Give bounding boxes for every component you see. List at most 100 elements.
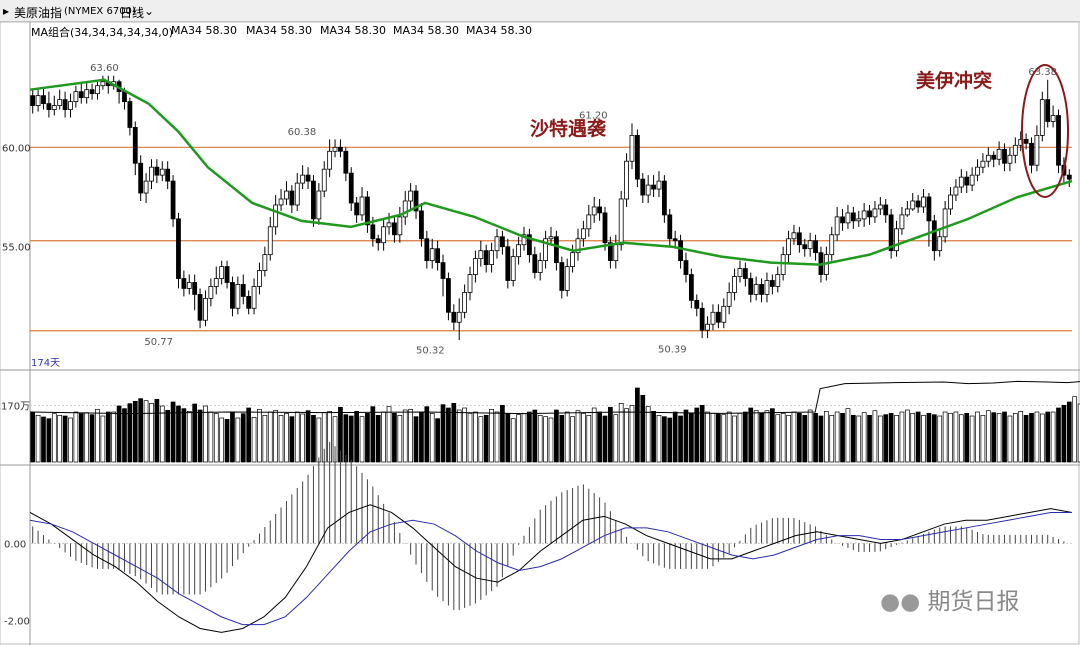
candle-body bbox=[564, 266, 570, 291]
candle-body bbox=[424, 238, 430, 262]
volume-bar bbox=[942, 411, 948, 463]
volume-bar bbox=[716, 413, 721, 463]
volume-bar bbox=[829, 414, 835, 463]
volume-bar bbox=[316, 417, 322, 463]
candle-body bbox=[46, 103, 52, 110]
candle-body bbox=[51, 105, 57, 110]
menu-arrow-icon[interactable]: ▸ bbox=[3, 4, 10, 18]
volume-bar bbox=[705, 411, 710, 463]
candle-body bbox=[856, 218, 862, 222]
volume-bar bbox=[904, 409, 910, 463]
volume-bar bbox=[230, 411, 235, 463]
volume-bar bbox=[532, 409, 538, 463]
volume-bar bbox=[743, 411, 748, 463]
volume-bar bbox=[149, 402, 154, 463]
candle-body bbox=[251, 286, 257, 309]
price-extreme-label: 50.32 bbox=[416, 346, 445, 357]
y-tick-label: 55.00 bbox=[2, 243, 31, 254]
volume-bar bbox=[564, 411, 570, 463]
candle-body bbox=[597, 206, 602, 214]
price-extreme-label: 61.20 bbox=[579, 110, 608, 121]
volume-bar bbox=[375, 414, 381, 463]
volume-bar bbox=[289, 416, 295, 463]
volume-bar bbox=[359, 416, 365, 463]
candle-body bbox=[786, 238, 791, 256]
volume-bar bbox=[365, 412, 370, 463]
candle-body bbox=[505, 246, 511, 281]
volume-bar bbox=[689, 412, 694, 463]
candle-body bbox=[958, 176, 964, 188]
candle-body bbox=[343, 150, 349, 174]
candle-body bbox=[41, 95, 46, 104]
volume-bar bbox=[95, 408, 100, 463]
candle-body bbox=[478, 250, 484, 260]
volume-bar bbox=[1066, 401, 1072, 463]
volume-bar bbox=[451, 402, 457, 463]
ma-legend-combo: MA组合(34,34,34,34,34,0) bbox=[31, 26, 174, 39]
volume-bar bbox=[1002, 411, 1007, 463]
candle-body bbox=[294, 182, 300, 206]
volume-bar bbox=[613, 414, 619, 463]
candle-body bbox=[143, 180, 149, 194]
candle-body bbox=[678, 240, 683, 262]
candle-body bbox=[311, 180, 316, 220]
volume-bar bbox=[132, 400, 138, 463]
candle-body bbox=[89, 89, 95, 95]
volume-bar bbox=[877, 415, 883, 463]
candle-body bbox=[284, 190, 289, 200]
volume-bar bbox=[348, 415, 354, 463]
volume-bar bbox=[602, 415, 608, 463]
candle-body bbox=[791, 232, 797, 240]
candle-body bbox=[888, 214, 894, 252]
candle-body bbox=[775, 274, 781, 287]
volume-bar bbox=[267, 411, 273, 463]
volume-bar bbox=[759, 412, 764, 463]
candle-body bbox=[532, 254, 538, 273]
volume-bar bbox=[926, 412, 932, 463]
candle-body bbox=[915, 200, 921, 208]
volume-bar bbox=[483, 414, 489, 463]
price-extreme-label: 60.38 bbox=[288, 127, 317, 138]
candle-body bbox=[100, 81, 106, 87]
period-selector[interactable]: 日线 bbox=[120, 6, 145, 20]
volume-bar bbox=[208, 411, 214, 463]
macd-dea-line bbox=[29, 511, 1072, 626]
volume-bar bbox=[921, 414, 926, 463]
volume-bar bbox=[527, 411, 532, 463]
volume-bar bbox=[554, 409, 559, 463]
candle-body bbox=[213, 278, 219, 287]
candle-body bbox=[629, 134, 635, 162]
volume-bar bbox=[840, 412, 845, 463]
volume-bar bbox=[597, 411, 602, 463]
candle-body bbox=[170, 180, 176, 220]
instrument-code: (NYMEX 6700) bbox=[64, 6, 136, 17]
y-tick-label: 60.00 bbox=[2, 143, 31, 154]
candle-body bbox=[348, 172, 354, 204]
volume-bar bbox=[251, 416, 257, 463]
candle-body bbox=[57, 99, 63, 106]
chevron-down-icon[interactable]: ⌄ bbox=[144, 4, 155, 18]
candle-body bbox=[802, 244, 808, 250]
candle-body bbox=[553, 236, 559, 264]
candle-body bbox=[715, 311, 721, 323]
candle-body bbox=[904, 208, 910, 216]
candle-body bbox=[737, 268, 743, 277]
volume-bar bbox=[1061, 404, 1067, 463]
candle-body bbox=[446, 278, 451, 313]
candle-body bbox=[203, 297, 208, 321]
candle-body bbox=[257, 270, 262, 287]
candle-body bbox=[985, 154, 991, 162]
volume-bar bbox=[51, 413, 57, 463]
volume-bar bbox=[726, 411, 732, 463]
candle-body bbox=[559, 262, 565, 291]
volume-bar bbox=[678, 415, 683, 463]
volume-bar bbox=[62, 415, 68, 463]
volume-bar bbox=[73, 411, 79, 463]
candle-body bbox=[753, 284, 759, 295]
volume-bar bbox=[575, 410, 581, 463]
candle-body bbox=[122, 91, 127, 103]
volume-bar bbox=[694, 407, 700, 463]
chart-frame bbox=[0, 21, 1080, 645]
volume-bar bbox=[1018, 410, 1024, 463]
volume-bar bbox=[683, 409, 689, 463]
